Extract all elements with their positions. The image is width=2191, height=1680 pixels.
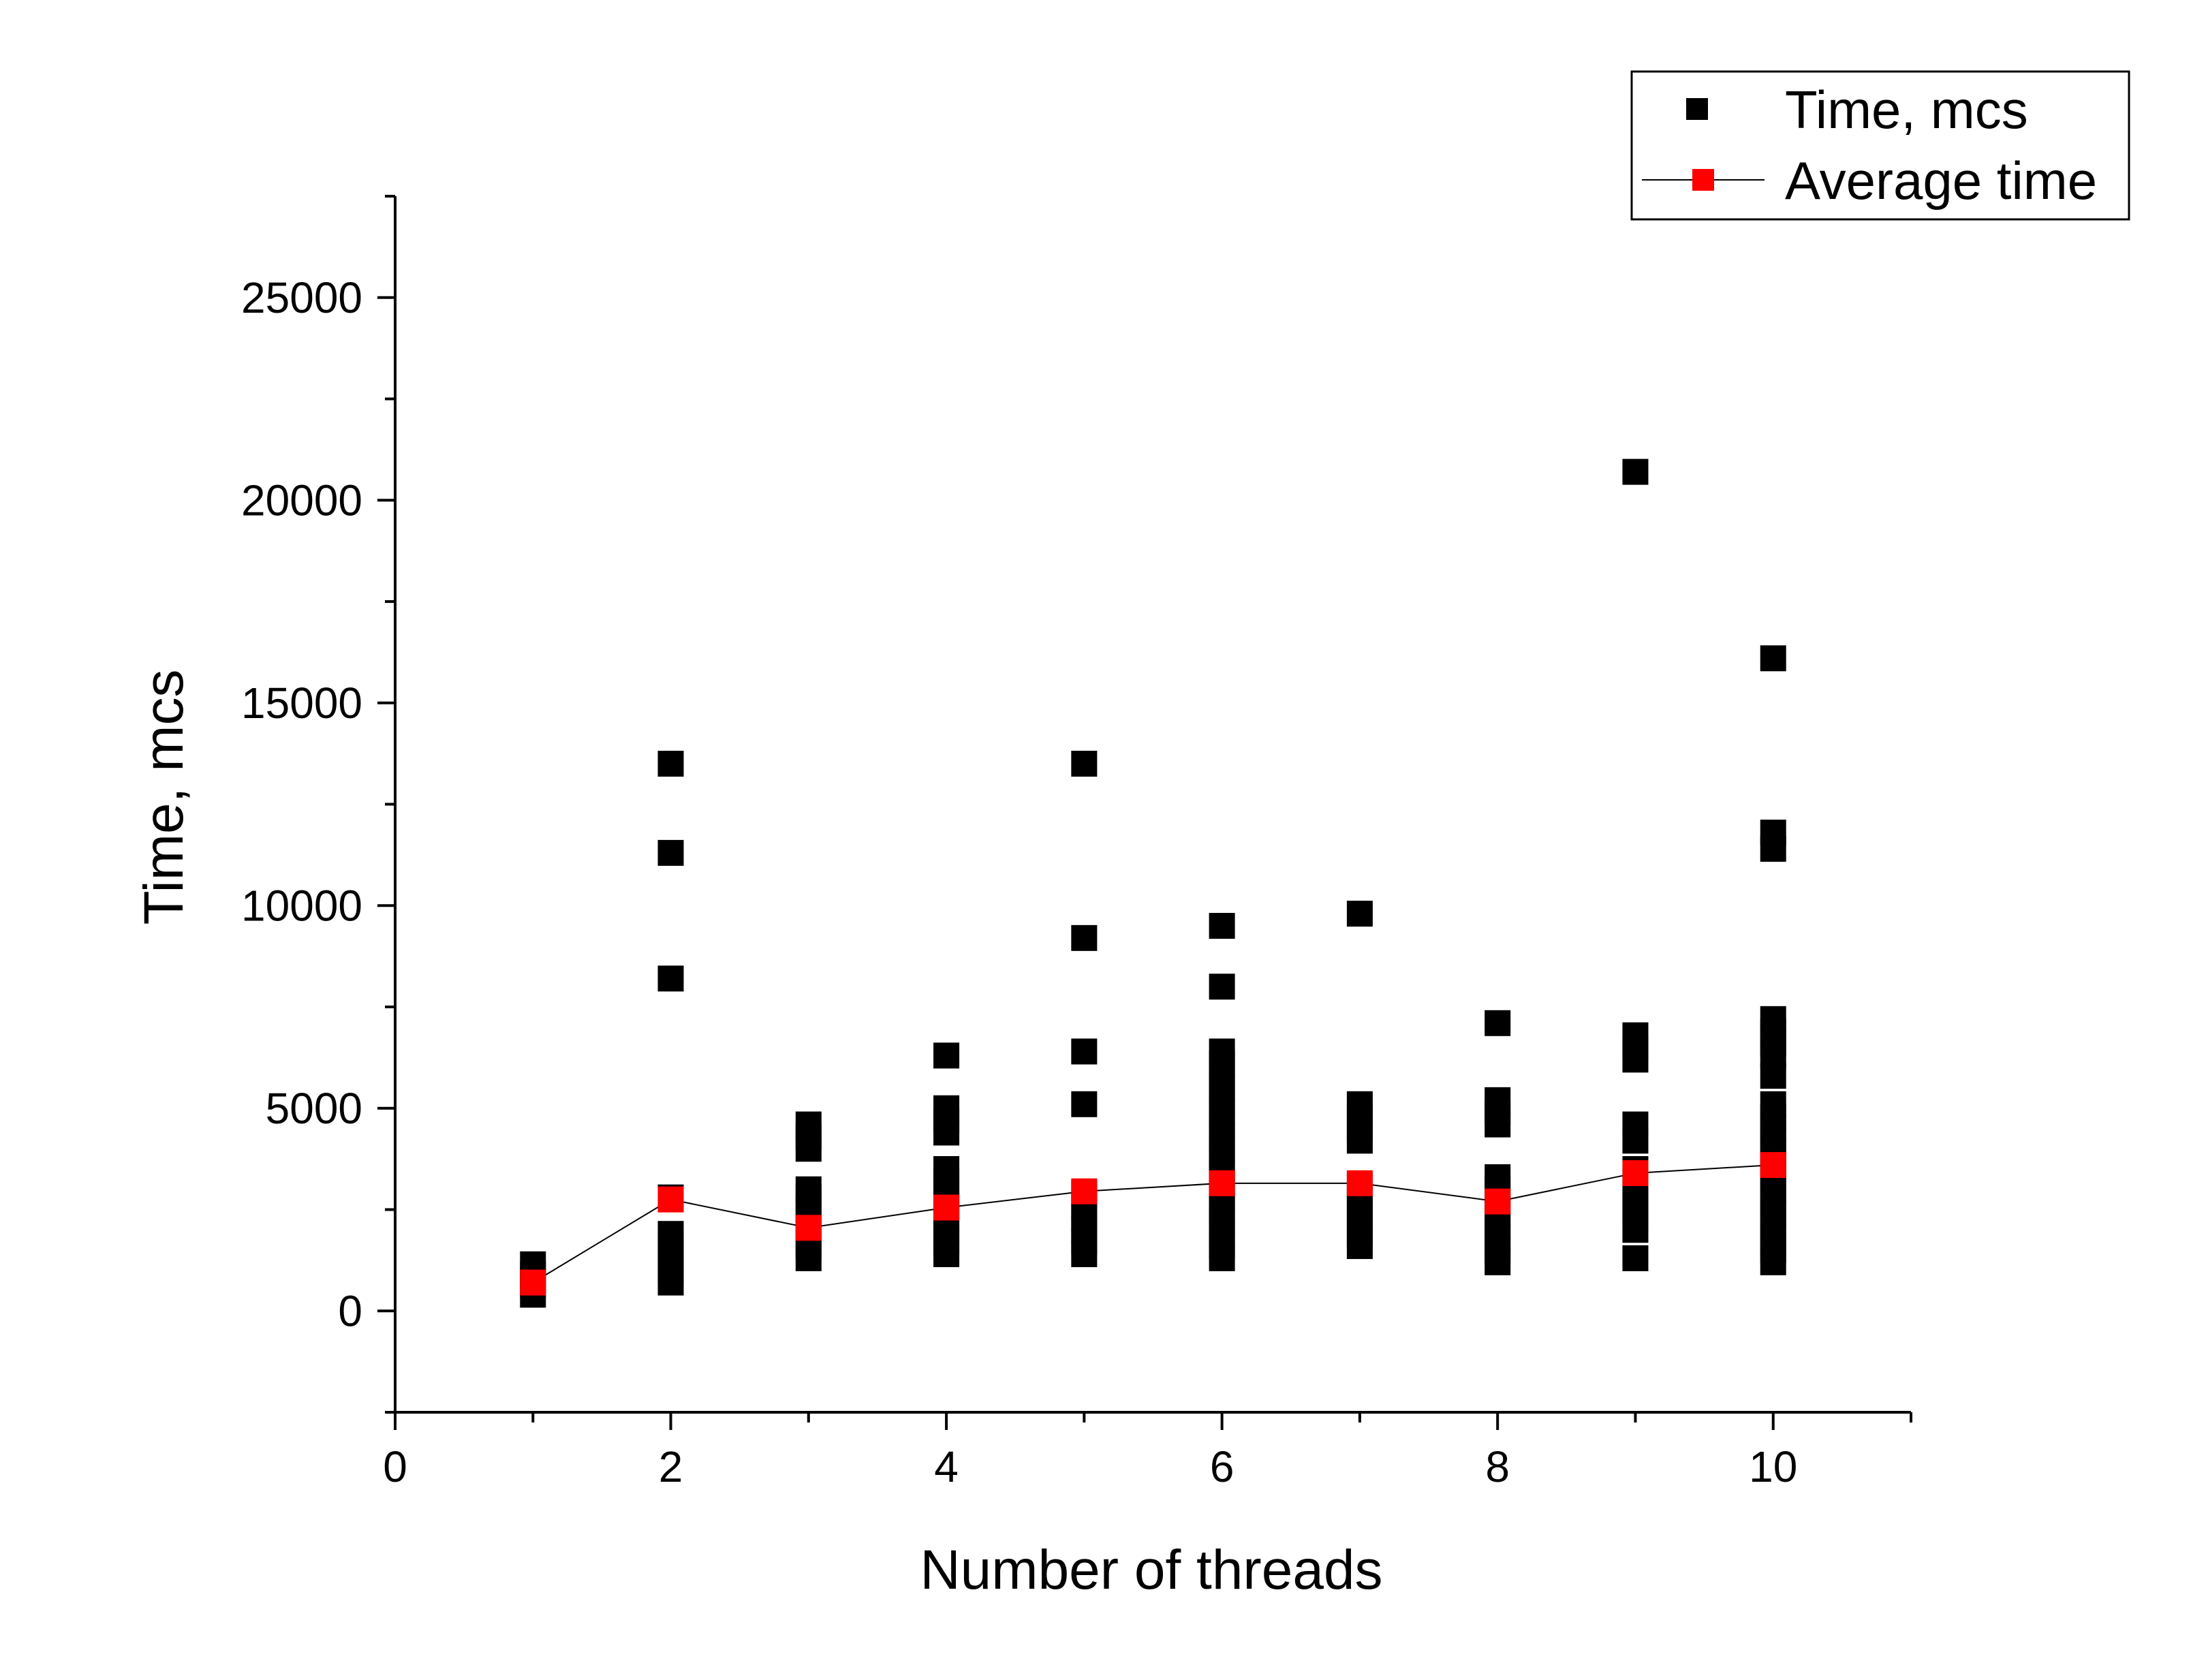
y-tick-label: 5000 bbox=[266, 1084, 362, 1133]
time-point bbox=[1622, 1245, 1649, 1271]
y-tick-label: 20000 bbox=[241, 476, 362, 525]
time-point bbox=[933, 1042, 960, 1069]
average-point bbox=[1622, 1160, 1649, 1186]
time-point bbox=[657, 1221, 684, 1247]
average-point bbox=[1346, 1170, 1373, 1196]
time-point bbox=[1485, 1164, 1511, 1190]
x-tick-label: 0 bbox=[383, 1442, 407, 1491]
average-point bbox=[933, 1194, 960, 1221]
average-line bbox=[532, 1164, 1773, 1284]
time-point bbox=[1209, 913, 1235, 939]
time-point bbox=[657, 839, 684, 866]
time-point bbox=[1071, 1038, 1098, 1065]
y-tick-label: 10000 bbox=[241, 881, 362, 930]
y-axis-title: Time, mcs bbox=[133, 669, 195, 924]
time-point bbox=[933, 1156, 960, 1182]
time-point bbox=[1346, 901, 1373, 927]
average-point bbox=[657, 1186, 684, 1213]
ticks: 0 2 4 6 8 10 0 5000 10000 15000 20000 25000 bbox=[241, 195, 1912, 1491]
time-point bbox=[1346, 1091, 1373, 1117]
time-point bbox=[1071, 751, 1098, 777]
legend-label-time: Time, mcs bbox=[1785, 80, 2028, 140]
axes bbox=[394, 196, 1911, 1414]
average-point bbox=[1209, 1170, 1235, 1196]
x-tick-label: 4 bbox=[934, 1442, 959, 1491]
y-tick-label: 25000 bbox=[241, 273, 362, 322]
legend-marker-average bbox=[1692, 169, 1714, 191]
x-axis-title: Number of threads bbox=[920, 1539, 1382, 1601]
x-tick-label: 6 bbox=[1210, 1442, 1234, 1491]
y-tick-label: 0 bbox=[338, 1286, 362, 1335]
time-point bbox=[1209, 974, 1235, 1000]
time-point bbox=[1760, 645, 1786, 672]
time-point bbox=[1622, 458, 1649, 485]
series bbox=[520, 458, 1786, 1308]
time-point bbox=[1760, 820, 1786, 846]
time-point bbox=[1760, 1091, 1786, 1117]
legend-frame bbox=[1630, 70, 2130, 221]
time-point bbox=[1209, 1038, 1235, 1065]
x-tick-label: 10 bbox=[1749, 1442, 1797, 1491]
time-point bbox=[795, 1111, 822, 1138]
time-point bbox=[1071, 924, 1098, 951]
average-point bbox=[795, 1215, 822, 1241]
time-point bbox=[1622, 1111, 1649, 1138]
time-point bbox=[795, 1176, 822, 1202]
average-point bbox=[1071, 1178, 1098, 1204]
average-point bbox=[1485, 1188, 1511, 1215]
time-point bbox=[1485, 1010, 1511, 1036]
x-tick-label: 2 bbox=[659, 1442, 683, 1491]
time-point bbox=[933, 1095, 960, 1121]
time-point bbox=[1485, 1087, 1511, 1113]
legend: Time, mcs Average time bbox=[1630, 70, 2130, 221]
time-point bbox=[1622, 1022, 1649, 1048]
time-point bbox=[657, 965, 684, 992]
average-point bbox=[520, 1269, 546, 1296]
time-point bbox=[1760, 1006, 1786, 1032]
time-point bbox=[1071, 1091, 1098, 1117]
legend-label-average: Average time bbox=[1785, 151, 2097, 211]
y-tick-label: 15000 bbox=[241, 679, 362, 728]
x-tick-label: 8 bbox=[1485, 1442, 1510, 1491]
time-point bbox=[657, 751, 684, 777]
legend-marker-time bbox=[1686, 98, 1708, 120]
average-point bbox=[1760, 1152, 1786, 1179]
